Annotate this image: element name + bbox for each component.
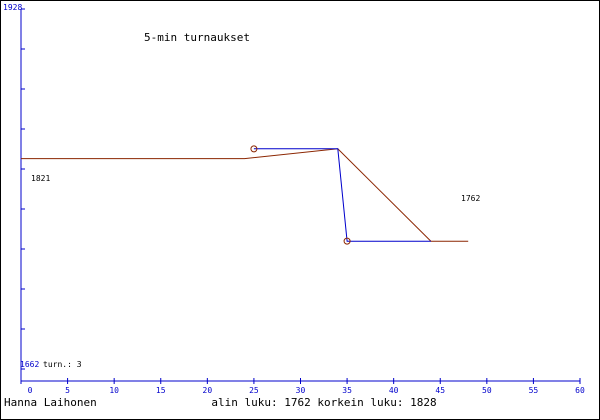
chart-title: 5-min turnaukset [144,31,250,44]
x-tick-label: 50 [482,386,492,395]
y-top-label: 1928 [3,3,22,12]
start-value-label: 1821 [31,174,50,183]
x-tick-label: 45 [435,386,445,395]
x-tick-label: 5 [65,386,70,395]
x-tick-label: 25 [249,386,259,395]
x-tick-label: 10 [109,386,119,395]
x-tick-label: 0 [28,386,33,395]
x-tick-label: 20 [203,386,213,395]
series-line-2 [253,148,431,242]
x-tick-label: 40 [389,386,399,395]
footer-stats: alin luku: 1762 korkein luku: 1828 [211,396,436,409]
x-tick-label: 30 [296,386,306,395]
y-bottom-label: 1662 [20,360,39,369]
turn-marker [250,145,258,153]
turn-marker [343,237,351,245]
end-value-label: 1762 [461,194,480,203]
author-name: Hanna Laihonen [4,396,97,409]
x-tick-label: 55 [529,386,539,395]
x-tick-label: 60 [575,386,585,395]
turn-count-label: turn.: 3 [43,360,82,369]
x-tick-label: 15 [156,386,166,395]
x-tick-label: 35 [342,386,352,395]
